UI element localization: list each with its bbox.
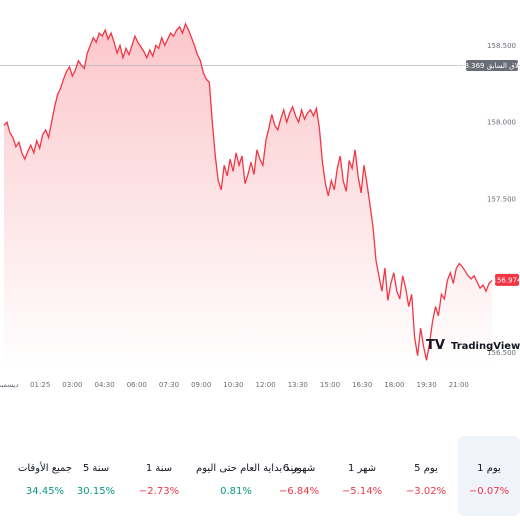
period-change: 34.45% [25, 486, 65, 497]
x-tick-label: 18:00 [384, 381, 404, 389]
period-1d[interactable]: 1 يوم −0.07% [458, 436, 520, 516]
x-tick-label: 10:30 [223, 381, 243, 389]
previous-close-label: الإغلاق السابق 158.369 [456, 62, 520, 70]
x-tick-label: 07:30 [159, 381, 179, 389]
x-tick-label: 03:00 [62, 381, 82, 389]
period-change: −3.02% [405, 486, 447, 497]
period-label: 6 شهور [282, 463, 316, 474]
x-tick-label: 04:30 [95, 381, 115, 389]
period-change: 30.15% [76, 486, 116, 497]
period-all[interactable]: جميع الأوقات 34.45% [14, 436, 76, 516]
period-change: 0.81% [220, 486, 252, 497]
period-5y[interactable]: 5 سنة 30.15% [65, 436, 127, 516]
period-label: 5 سنة [82, 463, 110, 474]
period-label: 1 يوم [477, 463, 501, 474]
period-6m[interactable]: 6 شهور −6.84% [268, 436, 330, 516]
price-chart[interactable]: 158.500 158.000 157.500 156.500 ديسمبر 01:25… [0, 0, 520, 400]
x-tick-label: ديسمبر [0, 381, 19, 389]
y-tick-label: 158.000 [487, 119, 516, 127]
x-tick-label: 01:25 [30, 381, 50, 389]
period-1m[interactable]: 1 شهر −5.14% [331, 436, 393, 516]
x-tick-label: 15:00 [320, 381, 340, 389]
x-tick-label: 19:30 [417, 381, 437, 389]
x-tick-label: 21:00 [449, 381, 469, 389]
period-change: −2.73% [138, 486, 180, 497]
period-change: −5.14% [341, 486, 383, 497]
period-label: 5 يوم [414, 463, 438, 474]
x-tick-label: 06:00 [127, 381, 147, 389]
x-tick-label: 09:00 [191, 381, 211, 389]
period-label: منذ بداية العام حتى اليوم [196, 463, 299, 474]
period-ytd[interactable]: منذ بداية العام حتى اليوم 0.81% [196, 436, 299, 516]
price-line [3, 22, 493, 361]
tradingview-logo-text: TradingView [451, 341, 520, 352]
x-tick-label: 12:00 [256, 381, 276, 389]
x-tick-label: 16:30 [352, 381, 372, 389]
price-area [4, 23, 492, 369]
period-label: جميع الأوقات [17, 463, 73, 474]
y-tick-label: 158.500 [487, 42, 516, 50]
y-tick-label: 157.500 [487, 196, 516, 204]
y-tick-label: 156.500 [487, 349, 516, 357]
x-tick-label: 13:30 [288, 381, 308, 389]
period-5d[interactable]: 5 يوم −3.02% [395, 436, 457, 516]
tradingview-logo: TV TradingView [426, 338, 520, 353]
period-label: 1 سنة [145, 463, 173, 474]
performance-periods: جميع الأوقات 34.45% 5 سنة 30.15% 1 سنة −… [0, 436, 520, 516]
period-change: −6.84% [278, 486, 320, 497]
period-label: 1 شهر [347, 463, 377, 474]
last-price-tag: 156.974 [493, 273, 520, 286]
last-price-label: 156.974 [493, 276, 520, 284]
period-change: −0.07% [468, 486, 510, 497]
time-axis: ديسمبر 01:25 03:00 04:30 06:00 07:30 09:00 10:3… [0, 381, 469, 389]
period-1y[interactable]: 1 سنة −2.73% [128, 436, 190, 516]
previous-close-tag: الإغلاق السابق 158.369 [456, 59, 520, 71]
price-axis: 158.500 158.000 157.500 156.500 [487, 42, 516, 357]
tradingview-logo-mark: TV [426, 338, 445, 353]
